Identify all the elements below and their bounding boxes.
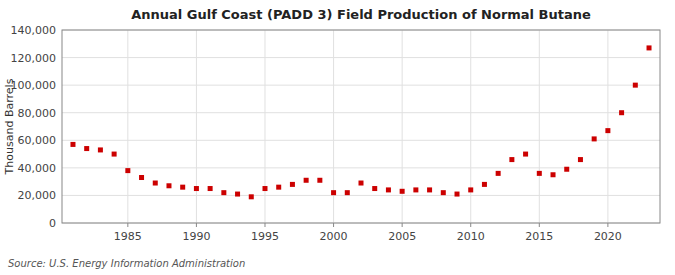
x-tick	[470, 223, 471, 227]
point	[249, 194, 254, 199]
point	[290, 182, 295, 187]
x-tick	[127, 223, 128, 227]
y-tick-label: 0	[49, 217, 56, 230]
point	[372, 186, 377, 191]
x-tick-label: 2015	[525, 230, 553, 243]
point	[455, 192, 460, 197]
x-tick-label: 2000	[320, 230, 348, 243]
y-grid-line	[62, 140, 660, 141]
point	[221, 190, 226, 195]
point	[208, 186, 213, 191]
point	[564, 167, 569, 172]
x-grid-line	[539, 30, 540, 223]
point	[647, 45, 652, 50]
point	[166, 183, 171, 188]
y-grid-line	[62, 57, 660, 58]
point	[496, 171, 501, 176]
point	[345, 190, 350, 195]
x-tick	[196, 223, 197, 227]
points	[70, 45, 651, 199]
point	[98, 147, 103, 152]
point	[194, 186, 199, 191]
point	[276, 185, 281, 190]
point	[317, 178, 322, 183]
y-tick-label: 40,000	[18, 162, 57, 175]
y-tick-label: 140,000	[11, 24, 57, 37]
y-grid-line	[62, 112, 660, 113]
point	[427, 187, 432, 192]
point	[537, 171, 542, 176]
x-tick	[402, 223, 403, 227]
y-grid-line	[62, 85, 660, 86]
x-tick-label: 1985	[114, 230, 142, 243]
x-grid-line	[607, 30, 608, 223]
point	[482, 182, 487, 187]
point	[413, 187, 418, 192]
plot-area	[62, 30, 660, 223]
x-tick-label: 2020	[594, 230, 622, 243]
x-tick-label: 2005	[388, 230, 416, 243]
source-note: Source: U.S. Energy Information Administ…	[8, 258, 245, 269]
point	[331, 190, 336, 195]
point	[509, 157, 514, 162]
point	[441, 190, 446, 195]
y-grid-line	[62, 167, 660, 168]
x-tick	[539, 223, 540, 227]
y-tick-label: 20,000	[18, 189, 57, 202]
point	[180, 185, 185, 190]
point	[125, 168, 130, 173]
point	[386, 187, 391, 192]
x-tick-label: 2010	[457, 230, 485, 243]
y-tick-label: 120,000	[11, 52, 57, 65]
point	[84, 146, 89, 151]
y-grid-line	[62, 195, 660, 196]
point	[468, 187, 473, 192]
point	[139, 175, 144, 180]
grid	[62, 30, 660, 223]
x-grid-line	[402, 30, 403, 223]
x-tick-label: 1990	[182, 230, 210, 243]
point	[592, 136, 597, 141]
point	[633, 83, 638, 88]
point	[551, 172, 556, 177]
x-tick	[264, 223, 265, 227]
plot-frame	[62, 30, 660, 223]
point	[400, 189, 405, 194]
point	[605, 128, 610, 133]
x-grid-line	[264, 30, 265, 223]
y-tick-label: 80,000	[18, 107, 57, 120]
y-axis-label: Thousand Barrels	[3, 78, 16, 175]
x-grid-line	[470, 30, 471, 223]
point	[70, 142, 75, 147]
point	[262, 186, 267, 191]
x-grid-line	[196, 30, 197, 223]
point	[523, 152, 528, 157]
point	[304, 178, 309, 183]
x-grid-line	[127, 30, 128, 223]
point	[235, 192, 240, 197]
chart: 0 20,000 40,000 60,000 80,000 100,000 120,000 1…	[0, 0, 675, 275]
x-tick	[333, 223, 334, 227]
point	[359, 181, 364, 186]
point	[578, 157, 583, 162]
title: Annual Gulf Coast (PADD 3) Field Product…	[131, 7, 591, 22]
y-tick-label: 100,000	[11, 79, 57, 92]
point	[112, 152, 117, 157]
point	[153, 181, 158, 186]
y-tick-label: 60,000	[18, 134, 57, 147]
x-tick	[607, 223, 608, 227]
x-tick-label: 1995	[251, 230, 279, 243]
point	[619, 110, 624, 115]
